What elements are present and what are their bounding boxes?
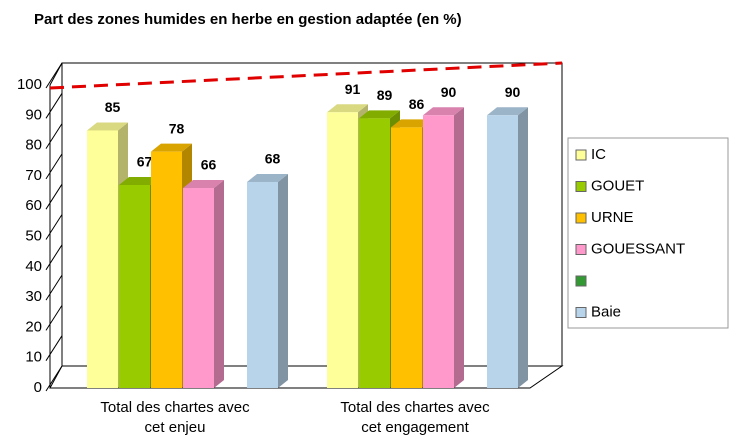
bar-top <box>391 119 432 128</box>
y-tick-label: 70 <box>25 167 42 184</box>
tick-line <box>45 214 63 240</box>
legend-label: IC <box>591 146 606 163</box>
legend-swatch <box>575 181 587 192</box>
bar-front <box>183 188 214 388</box>
reference-line <box>49 61 563 90</box>
tick-line <box>45 335 63 361</box>
legend-label: URNE <box>591 209 634 226</box>
tick-line <box>45 365 63 392</box>
legend-swatch <box>575 275 587 287</box>
value-label: 67 <box>137 154 153 170</box>
bar-front <box>391 127 422 389</box>
legend-box <box>567 137 729 329</box>
legend-label: GOUESSANT <box>591 240 685 257</box>
bar-front <box>327 112 358 389</box>
y-tick-label: 50 <box>25 227 42 244</box>
tick-line <box>45 93 63 119</box>
bar <box>423 107 464 389</box>
bar-front <box>247 181 278 388</box>
x-tick-label: Total des chartes avec cet engagement <box>340 399 490 436</box>
chart-title: Part des zones humides en herbe en gesti… <box>34 11 462 28</box>
value-label: 86 <box>409 96 425 112</box>
y-tick-label: 90 <box>25 106 42 123</box>
bar-side <box>214 180 224 388</box>
x-tick-label: Total des chartes avec cet enjeu <box>100 399 250 436</box>
bar-top <box>87 122 128 131</box>
y-tick-label: 10 <box>25 349 42 366</box>
bar-front <box>151 151 182 388</box>
value-label: 78 <box>169 120 185 136</box>
y-tick-label: 60 <box>25 197 42 214</box>
bar-front <box>487 115 518 389</box>
bar-top <box>247 173 288 182</box>
tick-line <box>45 244 63 271</box>
value-label: 85 <box>105 99 121 115</box>
value-label: 91 <box>345 81 361 97</box>
value-label: 68 <box>265 151 281 167</box>
bar-top <box>359 110 400 119</box>
legend-swatch <box>575 149 587 161</box>
bar-top <box>423 107 464 116</box>
legend-swatch <box>575 212 587 224</box>
y-tick-label: 0 <box>34 379 42 396</box>
y-tick-label: 100 <box>17 76 42 93</box>
y-tick-label: 80 <box>25 137 42 154</box>
bar-side <box>278 173 288 388</box>
value-label: 66 <box>201 157 217 173</box>
value-label: 90 <box>505 84 521 100</box>
bar-top <box>151 143 192 152</box>
bar-front <box>119 184 150 388</box>
bar-front <box>359 118 390 388</box>
legend-label: GOUET <box>591 177 644 194</box>
y-tick-label: 40 <box>25 258 42 275</box>
tick-line <box>45 305 63 331</box>
legend-swatch <box>575 307 587 318</box>
bar <box>183 180 224 388</box>
bar <box>487 107 528 389</box>
tick-line <box>45 62 63 89</box>
y-tick-label: 30 <box>25 288 42 305</box>
bar-top <box>119 176 160 185</box>
bar-top <box>327 104 368 113</box>
tick-line <box>45 183 63 210</box>
bar-top <box>183 180 224 189</box>
bar <box>247 173 288 388</box>
legend-swatch <box>575 244 587 255</box>
tick-line <box>45 123 63 149</box>
tick-line <box>45 153 63 180</box>
bar-front <box>423 115 454 389</box>
value-label: 89 <box>377 87 393 103</box>
value-label: 90 <box>441 84 457 100</box>
bar-side <box>454 107 464 389</box>
legend-label: Baie <box>591 303 621 320</box>
bar-top <box>487 107 528 116</box>
tick-line <box>45 274 63 301</box>
bar-side <box>518 107 528 389</box>
bar-front <box>87 130 118 388</box>
y-tick-label: 20 <box>25 318 42 335</box>
